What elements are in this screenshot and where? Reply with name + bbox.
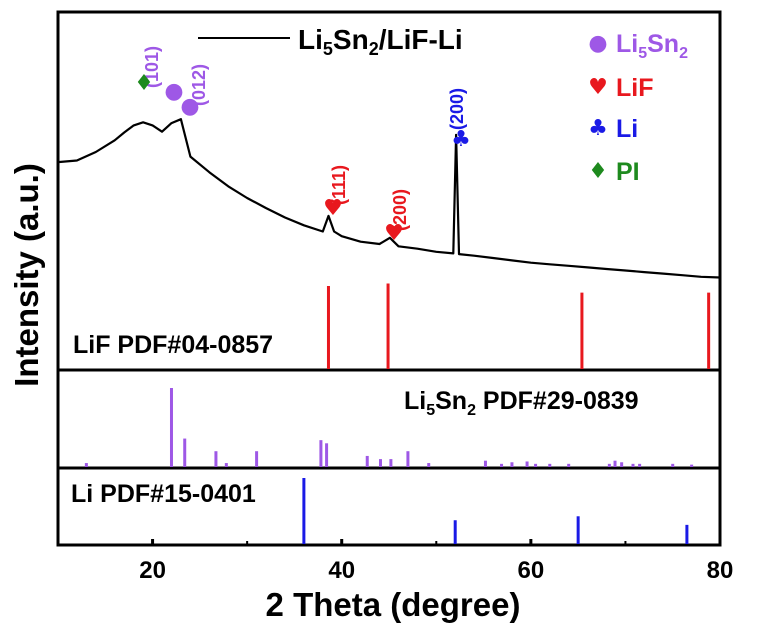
annotation-label-1: (012) [189,64,209,106]
annotation-label-2: (111) [329,165,349,205]
ref-label-li5sn2: Li5Sn2 PDF#29-0839 [404,387,639,419]
annotation-label-3: (200) [390,189,410,231]
legend-label-3: PI [616,158,640,186]
ref-label-li: Li PDF#15-0401 [71,480,256,508]
annotation-label-0: (101) [142,46,162,88]
ref-label-lif: LiF PDF#04-0857 [73,331,273,359]
legend-symbol-1: ♥ [588,75,608,100]
legend-label-1: LiF [616,74,654,102]
measured-pattern [57,118,721,279]
legend-label-2: Li [616,115,638,143]
annotation-symbol-2: ♥ [323,196,343,221]
annotation-symbol-0: ● [164,79,183,104]
x-tick-label-60: 60 [518,557,545,584]
annotation-symbol-1: ● [180,94,199,119]
x-tick-label-40: 40 [328,557,355,584]
panel-frame-2 [56,466,722,547]
chart-title: Li5Sn2/LiF-Li [298,24,463,59]
annotation-symbol-3: ♥ [384,221,404,246]
annotation-symbol-4: ♣ [451,127,471,152]
legend-symbol-0: ● [588,31,607,56]
peak-annotations: ●(101)●(012)♥(111)♥(200)♣(200)♦ [134,46,471,246]
annotation-symbol-5: ♦ [134,71,154,96]
panel-frame-1 [56,368,722,470]
annotation-label-4: (200) [447,88,467,130]
x-tick-label-80: 80 [707,557,734,584]
y-axis-label: Intensity (a.u.) [8,163,45,387]
legend-symbol-2: ♣ [588,116,608,141]
reference-peaks [84,283,711,544]
legend-symbol-3: ♦ [588,159,608,184]
legend-label-0: Li5Sn2 [616,30,688,62]
x-axis-ticks: 20 40 60 80 [139,539,733,584]
measured-line [57,118,721,279]
legend: ● Li5Sn2 ♥ LiF ♣ Li ♦ PI [588,30,688,186]
panel-frames [56,10,722,547]
x-tick-label-20: 20 [139,557,166,584]
x-axis-label: 2 Theta (degree) [266,586,521,623]
